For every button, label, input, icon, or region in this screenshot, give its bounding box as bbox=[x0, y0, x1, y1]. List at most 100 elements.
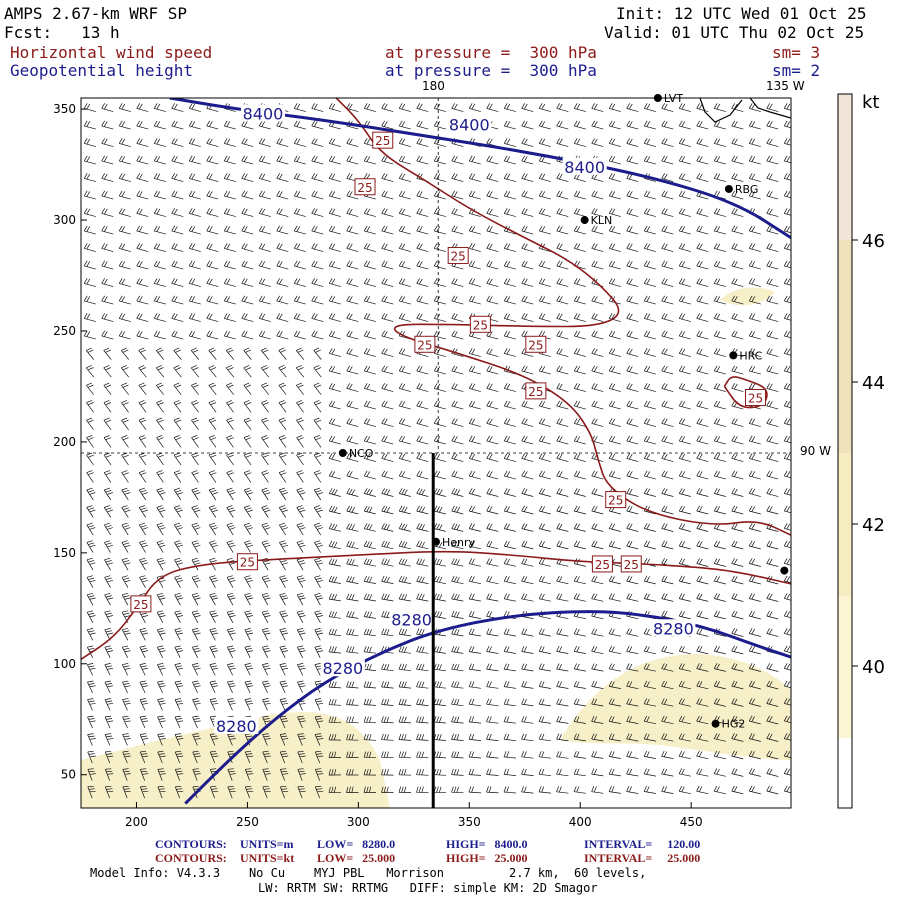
model-title: AMPS 2.67-km WRF SP bbox=[4, 4, 188, 23]
footer-speed-low: LOW= 25.000 bbox=[317, 851, 396, 865]
speed-contour-label: 25 bbox=[473, 318, 488, 332]
height-contour-label: 8280 bbox=[653, 619, 694, 638]
speed-label-box bbox=[130, 595, 152, 613]
longitude-label-90w: 90 W bbox=[800, 444, 831, 458]
coastline-segment-2 bbox=[749, 98, 791, 119]
footer-speed-high: HIGH= 25.000 bbox=[446, 851, 528, 865]
y-tick-label: 300 bbox=[53, 213, 76, 227]
height-label-bg bbox=[562, 157, 607, 175]
station-dot bbox=[432, 537, 440, 546]
height-contour-label: 8280 bbox=[322, 659, 363, 678]
x-tick-label: 400 bbox=[569, 815, 592, 829]
speed-label-box bbox=[591, 555, 613, 573]
legend-swatch bbox=[838, 94, 852, 240]
speed-contour-label: 25 bbox=[608, 494, 623, 508]
footer-speed-units: UNITS=kt bbox=[240, 851, 295, 865]
legend-frame bbox=[837, 93, 853, 809]
station-label-nco: NCO bbox=[349, 447, 374, 460]
speed-contour-label: 25 bbox=[451, 250, 466, 264]
station-label-hrc: HRC bbox=[739, 349, 762, 362]
station-dot bbox=[780, 566, 789, 575]
height-label-bg bbox=[651, 619, 696, 637]
height-label-bg bbox=[240, 104, 285, 122]
legend-swatch bbox=[838, 453, 852, 596]
speed-contour-25kt-2 bbox=[723, 376, 768, 409]
coastline-segment bbox=[699, 98, 743, 123]
height-label-bg bbox=[389, 610, 434, 628]
color-legend: 46 44 42 40 kt bbox=[837, 92, 885, 809]
y-tick-label: 200 bbox=[53, 435, 76, 449]
height-label-bg bbox=[447, 115, 492, 133]
speed-contour-label: 25 bbox=[595, 558, 610, 572]
footer-height-contours-label: CONTOURS: bbox=[155, 837, 227, 851]
y-tick-label: 150 bbox=[53, 546, 76, 560]
station-dot bbox=[724, 184, 733, 193]
footer-speed-interval: INTERVAL= 25.000 bbox=[584, 851, 701, 865]
speed-contour-label: 25 bbox=[748, 392, 763, 406]
forecast-hour: Fcst: 13 h bbox=[4, 23, 120, 42]
legend-level-label: 44 bbox=[862, 373, 885, 394]
speed-label-box bbox=[605, 491, 627, 509]
station-dot bbox=[580, 216, 589, 225]
height-contour-label: 8280 bbox=[216, 717, 257, 736]
height-contour-label: 8400 bbox=[243, 105, 284, 124]
legend-swatch bbox=[838, 240, 852, 453]
legend-swatch bbox=[838, 738, 852, 808]
field-name-wind: Horizontal wind speed bbox=[10, 43, 213, 62]
speed-label-box bbox=[745, 389, 766, 407]
init-time: Init: 12 UTC Wed 01 Oct 25 bbox=[616, 4, 867, 23]
speed-contour-label: 25 bbox=[624, 558, 639, 572]
model-info: Model Info: V4.3.3 No Cu MYJ PBL Morriso… bbox=[90, 866, 647, 880]
station-label-kln: KLN bbox=[591, 214, 613, 227]
footer-height-high: HIGH= 8400.0 bbox=[446, 837, 528, 851]
speed-contour-label: 25 bbox=[528, 338, 543, 352]
shade-40kt-southeast bbox=[560, 654, 791, 760]
contour-lines: 25 25 25 25 25 25 25 25 25 25 25 25 25 8400 8400 8400 82… bbox=[81, 98, 791, 805]
height-contour-label: 8400 bbox=[564, 158, 605, 177]
speed-label-box bbox=[447, 247, 469, 265]
speed-contour-label: 25 bbox=[417, 338, 432, 352]
speed-label-box bbox=[414, 335, 436, 353]
valid-time: Valid: 01 UTC Thu 02 Oct 25 bbox=[604, 23, 865, 42]
shade-40kt-southwest bbox=[81, 712, 390, 808]
legend-level-label: 40 bbox=[862, 657, 885, 678]
y-tick-label: 350 bbox=[53, 102, 76, 116]
footer-height-units: UNITS=m bbox=[240, 837, 294, 851]
station-dot bbox=[711, 719, 720, 728]
y-tick-label: 100 bbox=[53, 657, 76, 671]
axis-ticks: 200 250 300 350 400 450 350 300 250 200 150 100 50 bbox=[53, 102, 703, 829]
speed-label-box bbox=[469, 315, 491, 333]
legend-swatch bbox=[838, 596, 852, 738]
height-label-bg bbox=[214, 716, 259, 734]
speed-label-box bbox=[525, 335, 547, 353]
speed-contour-label: 25 bbox=[133, 598, 148, 612]
speed-label-box bbox=[372, 131, 394, 149]
y-tick-label: 50 bbox=[61, 768, 76, 782]
speed-contour-label: 25 bbox=[375, 134, 390, 148]
field-pressure-height: at pressure = 300 hPa bbox=[385, 61, 597, 80]
speed-contour-25kt-1 bbox=[335, 98, 791, 536]
speed-label-box bbox=[525, 382, 547, 400]
field-smoothing-height: sm= 2 bbox=[772, 61, 821, 80]
x-tick-label: 250 bbox=[236, 815, 259, 829]
speed-contour-label: 25 bbox=[240, 556, 255, 570]
field-name-height: Geopotential height bbox=[10, 61, 194, 80]
station-dot bbox=[338, 449, 347, 457]
plot-frame bbox=[80, 97, 792, 809]
legend-level-label: 42 bbox=[862, 515, 885, 536]
longitude-label-135w: 135 W bbox=[766, 79, 805, 93]
x-tick-label: 450 bbox=[680, 815, 703, 829]
speed-label-box bbox=[620, 555, 642, 573]
x-tick-label: 350 bbox=[458, 815, 481, 829]
height-contour-8400 bbox=[169, 98, 791, 240]
footer-height-interval: INTERVAL= 120.00 bbox=[584, 837, 701, 851]
y-tick-label: 250 bbox=[53, 324, 76, 338]
station-label-rbg: RBG bbox=[735, 183, 759, 196]
speed-contour-25kt-0 bbox=[81, 550, 791, 660]
speed-contour-label: 25 bbox=[528, 385, 543, 399]
footer-height-low: LOW= 8280.0 bbox=[317, 837, 396, 851]
legend-unit: kt bbox=[862, 92, 879, 113]
lat-lon-grid bbox=[81, 98, 791, 454]
station-label-hg2: HG2 bbox=[722, 718, 746, 731]
